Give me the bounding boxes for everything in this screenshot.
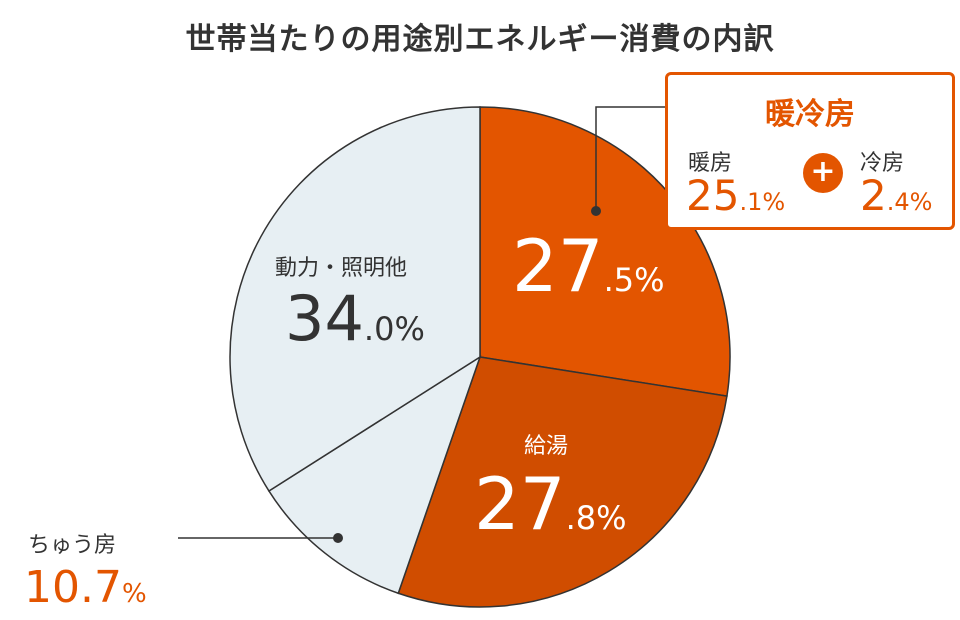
callout-heating-value: 25.1%	[686, 171, 786, 220]
slice-kitchen	[267, 355, 482, 595]
plus-icon: +	[803, 153, 843, 193]
leader-heating-cooling-line	[595, 106, 665, 211]
slice-value-hot-water: 27.8%	[474, 462, 627, 546]
heating-cooling-callout: 暖冷房 暖房 25.1% + 冷房 2.4%	[665, 72, 955, 230]
slice-value-kitchen: 10.7%	[24, 562, 147, 613]
callout-title: 暖冷房	[765, 97, 855, 132]
callout-cooling-value: 2.4%	[860, 171, 933, 220]
slice-value-power-lighting: 34.0%	[285, 282, 425, 355]
chart-title: 世帯当たりの用途別エネルギー消費の内訳	[185, 22, 775, 57]
slice-hot-water	[397, 356, 728, 608]
leader-heating-cooling-dot	[591, 206, 601, 216]
slice-power-lighting	[229, 106, 481, 492]
slice-label-hot-water: 給湯	[524, 434, 569, 459]
slice-label-power-lighting: 動力・照明他	[275, 256, 408, 281]
callout-heating-label: 暖房	[688, 151, 733, 176]
leader-kitchen-dot	[333, 533, 343, 543]
callout-cooling-label: 冷房	[860, 151, 905, 176]
slice-label-kitchen: ちゅう房	[28, 533, 117, 558]
slice-value-heating-cooling: 27.5%	[512, 224, 665, 308]
